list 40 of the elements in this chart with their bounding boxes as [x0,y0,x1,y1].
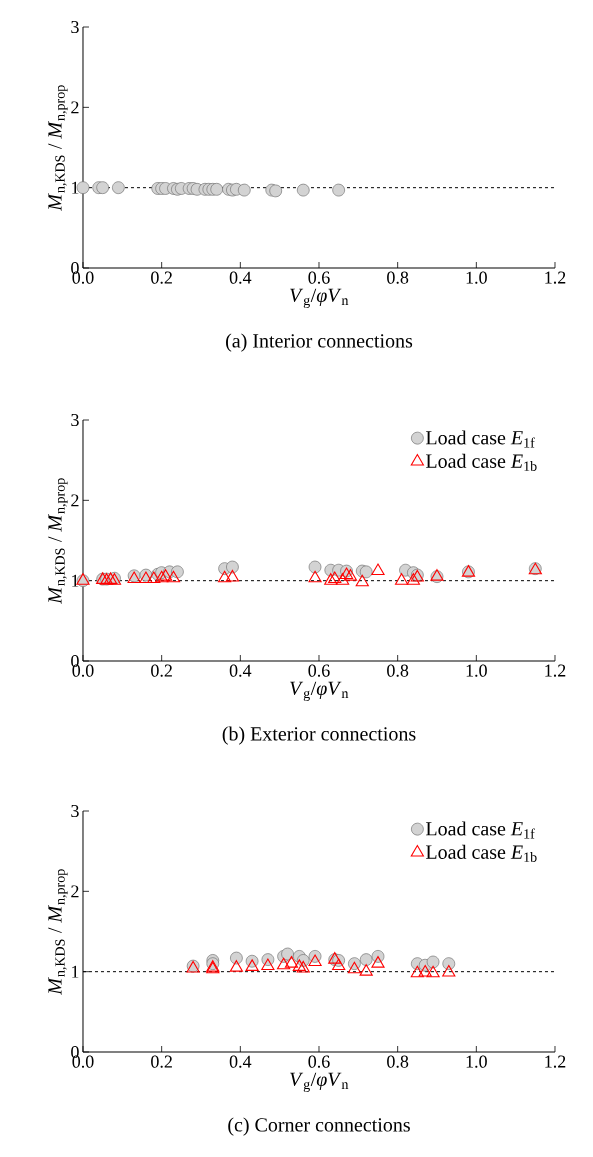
legend-label: Load case E$_{1b}$ [425,844,537,862]
x-tick-label: 0.8 [387,1055,409,1068]
x-tick-label: 1.0 [466,1055,487,1068]
x-tick-label: 0.6 [308,664,330,677]
y-tick-label: 1 [72,965,79,978]
x-tick-label: 0.4 [229,1055,252,1068]
x-tick-label: 1.0 [466,664,487,677]
y-axis-title: M$_{n,KDS}$ / M$_{n,prop}$ [48,85,68,211]
y-axis-title: M$_{n,KDS}$ / M$_{n,prop}$ [48,478,68,604]
x-tick-label: 0.2 [151,271,172,284]
y-tick-label: 3 [71,804,79,818]
y-tick-label: 3 [71,20,79,34]
y-axis-title: M$_{n,KDS}$ / M$_{n,prop}$ [48,869,68,995]
x-tick-label: 0.6 [308,271,330,284]
y-tick-label: 2 [71,494,79,507]
x-axis-title: V$_{g}$/φV$_{n}$ [290,288,349,308]
text: (a) Interior connections [226,333,413,352]
x-tick-label: 1.2 [545,271,566,284]
x-tick-label: 0.8 [387,271,409,284]
x-tick-label: 1.2 [545,1055,566,1068]
legend-label: Load case E$_{1b}$ [425,453,537,471]
y-tick-label: 1 [72,181,79,194]
y-tick-label: 1 [72,574,79,587]
y-tick-label: 2 [71,101,79,114]
y-tick-label: 3 [71,413,79,427]
x-axis-title: V$_{g}$/φV$_{n}$ [290,681,349,701]
x-tick-label: 0.4 [229,664,252,677]
legend-label: Load case E$_{1f}$ [425,430,535,448]
y-tick-label: 2 [71,885,79,898]
x-tick-label: 0.4 [229,271,252,284]
x-tick-label: 0.6 [308,1055,330,1068]
x-tick-label: 1.0 [466,271,487,284]
text: (c) Corner connections [228,1117,410,1136]
x-tick-label: 1.2 [545,664,566,677]
x-tick-label: 0.8 [387,664,409,677]
legend-label: Load case E$_{1f}$ [425,821,535,839]
text: (b) Exterior connections [222,726,416,745]
x-axis-title: V$_{g}$/φV$_{n}$ [290,1072,349,1092]
x-tick-label: 0.2 [151,1055,172,1068]
x-tick-label: 0.2 [151,664,172,677]
